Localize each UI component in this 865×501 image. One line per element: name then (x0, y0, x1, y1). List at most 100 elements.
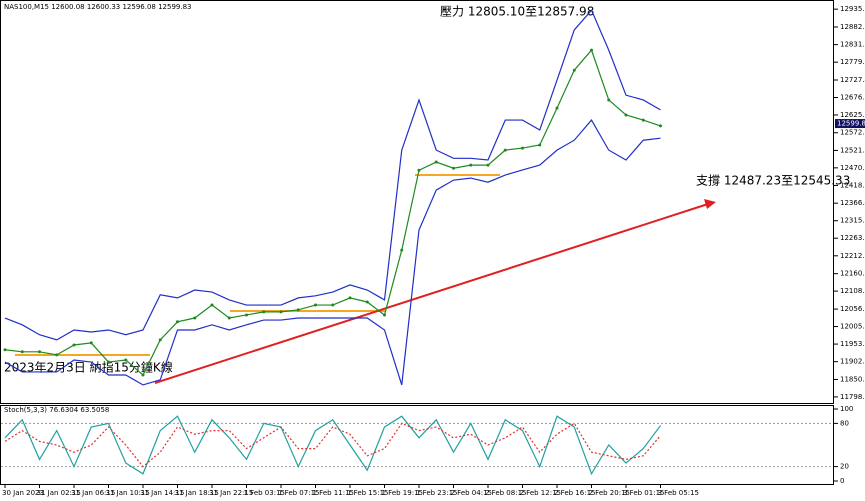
close-point (607, 98, 611, 102)
y-tick-label: 20 (840, 463, 849, 471)
close-point (503, 148, 507, 152)
y-tick-label: 12160.00 (840, 270, 865, 278)
close-point (210, 303, 214, 307)
x-tick-label: 1 Feb 11:15 (313, 489, 354, 497)
close-point (158, 338, 162, 342)
y-tick-label: 12779.60 (840, 58, 865, 66)
resistance-note: 壓力 12805.10至12857.98 (440, 5, 594, 19)
x-tick-label: 3 Feb 05:15 (658, 489, 699, 497)
close-point (20, 350, 24, 354)
series-line (4, 422, 661, 468)
y-tick-label: 11798.85 (840, 393, 865, 401)
y-tick-label: 11953.65 (840, 340, 865, 348)
close-point (141, 373, 145, 377)
y-tick-label: 12418.55 (840, 181, 865, 189)
chart-caption: 2023年2月3日 納指15分鐘K線 (4, 360, 173, 375)
x-tick-label: 31 Jan 10:15 (106, 489, 150, 497)
close-point (296, 308, 300, 312)
close-point (452, 166, 455, 170)
x-tick-label: 2 Feb 20:15 (589, 489, 630, 497)
close-point (314, 303, 317, 307)
y-tick-label: 12470.00 (840, 164, 865, 172)
close-point (383, 313, 386, 317)
y-tick-label: 12366.45 (840, 199, 865, 207)
close-point (55, 353, 59, 357)
support-note: 支撐 12487.23至12545.33 (696, 174, 850, 188)
close-point (193, 316, 197, 320)
stoch-title: Stoch(5,3,3) 76.6304 63.5058 (4, 406, 109, 414)
series-line (4, 415, 661, 476)
main-pane (0, 0, 834, 404)
trend-arrow (154, 203, 709, 384)
y-tick-label: 12315.10 (840, 217, 865, 225)
series-line (4, 9, 661, 341)
x-tick-label: 1 Feb 03:15 (244, 489, 285, 497)
close-point (72, 343, 76, 347)
y-tick-label: 12572.90 (840, 129, 865, 137)
y-tick-label: 0 (840, 477, 844, 485)
close-point (486, 163, 490, 167)
arrow-head (704, 199, 716, 209)
x-tick-label: 2 Feb 16:15 (554, 489, 595, 497)
close-point (555, 106, 559, 110)
header: NAS100,M15 12600.08 12600.33 12596.08 12… (4, 3, 192, 11)
y-tick-label: 12727.45 (840, 76, 865, 84)
close-point (176, 320, 179, 324)
y-tick-label: 12108.85 (840, 287, 865, 295)
x-tick-label: 2 Feb 04:15 (451, 489, 492, 497)
close-point (469, 163, 473, 167)
x-tick-label: 1 Feb 23:15 (416, 489, 457, 497)
x-tick-label: 30 Jan 2023 (2, 489, 44, 497)
close-point (434, 160, 438, 164)
close-point (417, 168, 421, 172)
close-point (107, 360, 110, 364)
y-tick-label: 12521.15 (840, 146, 865, 154)
series-line (4, 119, 661, 386)
close-point (3, 348, 7, 352)
close-point (124, 358, 128, 362)
y-tick-label: 12625.00 (840, 111, 865, 119)
x-tick-label: 31 Jan 22:15 (209, 489, 253, 497)
close-point (641, 118, 645, 122)
close-point (331, 303, 335, 307)
current-price-label: 12599.83 (837, 120, 865, 128)
x-tick-label: 3 Feb 01:15 (623, 489, 664, 497)
close-point (262, 310, 266, 314)
x-tick-label: 31 Jan 18:15 (175, 489, 219, 497)
close-point (89, 341, 93, 345)
x-tick-label: 31 Jan 06:15 (71, 489, 115, 497)
close-point (245, 313, 248, 317)
y-tick-label: 12831.15 (840, 41, 865, 49)
y-tick-label: 80 (840, 419, 849, 427)
close-point (227, 316, 231, 320)
x-tick-label: 2 Feb 12:15 (520, 489, 561, 497)
y-tick-label: 100 (840, 405, 853, 413)
x-tick-label: 1 Feb 07:15 (278, 489, 319, 497)
y-tick-label: 12056.15 (840, 305, 865, 313)
x-tick-label: 31 Jan 14:15 (140, 489, 184, 497)
current-price-box (835, 119, 865, 129)
y-tick-label: 11902.15 (840, 358, 865, 366)
x-tick-label: 2 Feb 08:15 (485, 489, 526, 497)
x-tick-label: 31 Jan 02:15 (37, 489, 81, 497)
close-point (572, 68, 576, 72)
close-point (624, 113, 628, 117)
y-tick-label: 12935.05 (840, 5, 865, 13)
y-tick-label: 12005.00 (840, 323, 865, 331)
close-point (348, 296, 352, 300)
close-point (538, 143, 542, 147)
close-point (38, 350, 41, 354)
y-tick-label: 12882.70 (840, 23, 865, 31)
close-point (365, 300, 369, 304)
x-tick-label: 1 Feb 15:15 (347, 489, 388, 497)
close-point (400, 248, 404, 252)
x-tick-label: 1 Feb 19:15 (382, 489, 423, 497)
close-point (590, 48, 593, 52)
y-tick-label: 12263.85 (840, 234, 865, 242)
close-point (659, 124, 662, 128)
close-point (279, 310, 283, 314)
y-tick-label: 12676.10 (840, 94, 865, 102)
close-point (521, 146, 524, 150)
y-tick-label: 12212.30 (840, 252, 865, 260)
